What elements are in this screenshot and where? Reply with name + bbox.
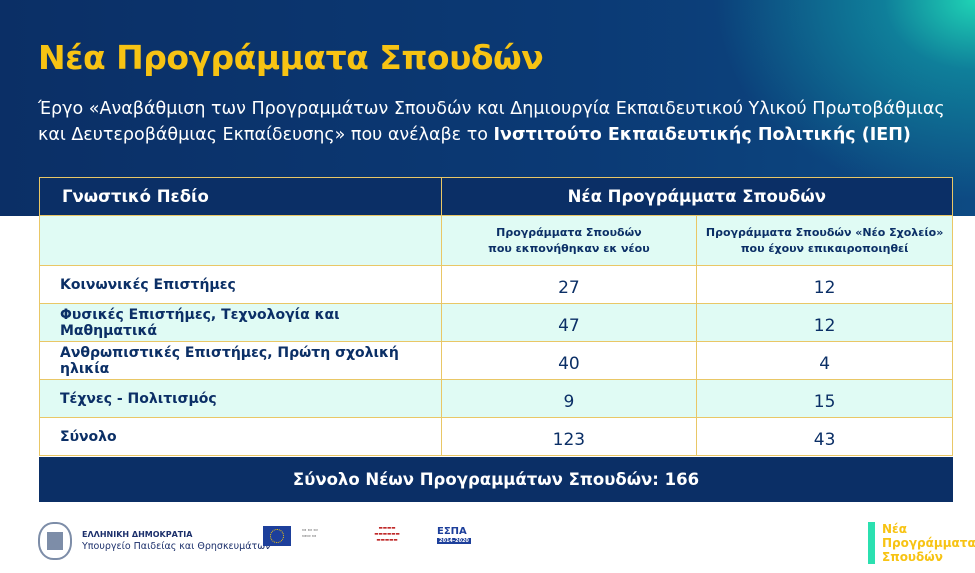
- footer: ΕΛΛΗΝΙΚΗ ΔΗΜΟΚΡΑΤΙΑ Υπουργείο Παιδείας κ…: [0, 520, 975, 573]
- cell-new: 123: [440, 417, 698, 456]
- col-group-header: Νέα Προγράμματα Σπουδών: [440, 177, 954, 216]
- espa-label: ΕΣΠΑ: [437, 526, 467, 537]
- col-updated-header: Προγράμματα Σπουδών «Νέο Σχολείο» που έχο…: [696, 215, 953, 266]
- subtitle-text: Έργο «Αναβάθμιση των Προγραμμάτων Σπουδώ…: [38, 99, 945, 145]
- total-row: Σύνολο 123 43: [39, 417, 953, 456]
- eu-flag-icon: [263, 526, 291, 546]
- cell-new: 27: [440, 265, 698, 304]
- table-row: Ανθρωπιστικές Επιστήμες, Πρώτη σχολική η…: [39, 341, 953, 380]
- table-row: Κοινωνικές Επιστήμες 27 12: [39, 265, 953, 304]
- cell-new: 47: [440, 303, 698, 342]
- page-subtitle: Έργο «Αναβάθμιση των Προγραμμάτων Σπουδώ…: [38, 96, 948, 148]
- cell-updated: 4: [696, 341, 953, 380]
- cell-updated: 43: [696, 417, 953, 456]
- header-row: Γνωστικό Πεδίο Νέα Προγράμματα Σπουδών: [39, 177, 954, 216]
- col-new-header: Προγράμματα Σπουδών που εκπονήθηκαν εκ νέ…: [440, 215, 698, 266]
- row-label: Ανθρωπιστικές Επιστήμες, Πρώτη σχολική η…: [39, 341, 442, 380]
- col-updated-line2: που έχουν επικαιροποιηθεί: [740, 241, 909, 255]
- cell-updated: 12: [696, 303, 953, 342]
- empty-cell: [39, 215, 442, 266]
- row-label: Τέχνες - Πολιτισμός: [39, 379, 442, 418]
- brand-line: Νέα: [882, 522, 907, 536]
- row-label: Κοινωνικές Επιστήμες: [39, 265, 442, 304]
- brand-line: Σπουδών: [882, 550, 943, 564]
- cell-new: 40: [440, 341, 698, 380]
- table-row: Φυσικές Επιστήμες, Τεχνολογία και Μαθημα…: [39, 303, 953, 342]
- col-field-header: Γνωστικό Πεδίο: [39, 177, 442, 216]
- programs-table: Γνωστικό Πεδίο Νέα Προγράμματα Σπουδών Π…: [39, 177, 954, 456]
- espa-years: 2014-2020: [437, 538, 471, 544]
- grand-total-bar: Σύνολο Νέων Προγραμμάτων Σπουδών: 166: [39, 457, 953, 502]
- page-title: Νέα Προγράμματα Σπουδών: [38, 38, 544, 77]
- col-new-line1: Προγράμματα Σπουδών: [496, 225, 642, 239]
- operational-program-logo: ▬▬▬▬ ▬▬▬▬▬▬ ▬▬▬▬▬: [374, 526, 400, 543]
- republic-label: ΕΛΛΗΝΙΚΗ ΔΗΜΟΚΡΑΤΙΑ: [82, 530, 193, 539]
- brand-line: Προγράμματα: [882, 536, 975, 550]
- brand-mark: Νέα Προγράμματα Σπουδών: [868, 522, 975, 564]
- ministry-label: Υπουργείο Παιδείας και Θρησκευμάτων: [82, 541, 271, 552]
- greek-coat-of-arms-icon: [38, 522, 72, 560]
- cell-new: 9: [440, 379, 698, 418]
- cell-updated: 15: [696, 379, 953, 418]
- col-updated-line1: Προγράμματα Σπουδών «Νέο Σχολείο»: [705, 225, 944, 239]
- table-row: Τέχνες - Πολιτισμός 9 15: [39, 379, 953, 418]
- program-logo: ▭ ▭ ▭ ▭▭ ▭: [302, 528, 318, 539]
- subheader-row: Προγράμματα Σπουδών που εκπονήθηκαν εκ νέ…: [39, 215, 953, 266]
- espa-logo: ΕΣΠΑ 2014-2020: [437, 526, 471, 544]
- col-new-line2: που εκπονήθηκαν εκ νέου: [488, 241, 650, 255]
- row-label: Σύνολο: [39, 417, 442, 456]
- row-label: Φυσικές Επιστήμες, Τεχνολογία και Μαθημα…: [39, 303, 442, 342]
- subtitle-institute: Ινστιτούτο Εκπαιδευτικής Πολιτικής (ΙΕΠ): [493, 125, 911, 145]
- cell-updated: 12: [696, 265, 953, 304]
